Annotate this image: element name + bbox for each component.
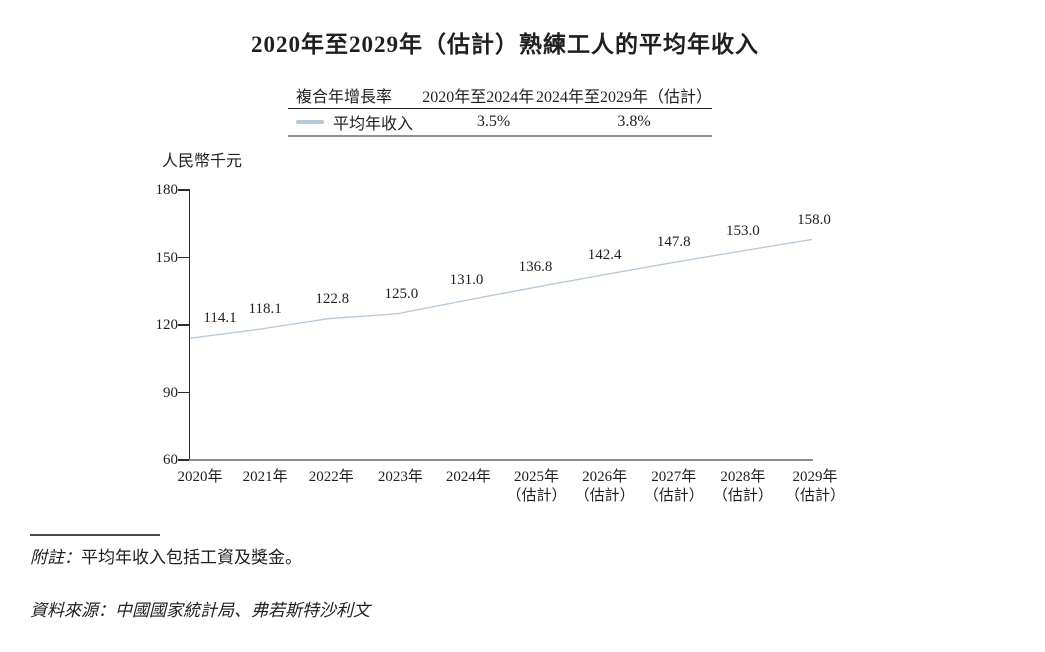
x-tick-label: 2029年 （估計）: [784, 469, 845, 504]
line-chart: [189, 238, 813, 339]
footnote: 附註：平均年收入包括工資及獎金。: [30, 543, 302, 568]
y-axis-unit-label: 人民幣千元: [162, 153, 243, 170]
footnote-prefix: 附註：: [30, 548, 81, 567]
data-point-label: 118.1: [248, 301, 282, 318]
y-tick-mark: [178, 324, 190, 326]
average-income-line: [189, 238, 813, 339]
data-point-label: 147.8: [656, 234, 691, 251]
x-tick-label: 2022年: [308, 469, 354, 485]
y-tick-mark: [178, 459, 190, 461]
data-point-label: 131.0: [449, 272, 484, 289]
x-tick-label: 2025年 （估計）: [506, 469, 567, 504]
chart-title: 2020年至2029年（估計）熟練工人的平均年收入: [251, 32, 759, 57]
cagr-table-header-row: 複合年增長率 2020年至2024年 2024年至2029年（估計）: [288, 81, 712, 109]
x-tick-label: 2027年 （估計）: [643, 469, 704, 504]
y-axis-line: [189, 190, 191, 460]
data-point-label: 125.0: [384, 285, 419, 302]
cagr-header-metric: 複合年增長率: [296, 88, 393, 106]
cagr-value-period2: 3.8%: [617, 113, 651, 130]
series-legend-label: 平均年收入: [333, 116, 414, 133]
cagr-table-series-row: 平均年收入 3.5% 3.8%: [288, 109, 712, 137]
series-legend-cell: 平均年收入: [288, 110, 431, 134]
y-tick-label: 120: [155, 317, 179, 333]
x-tick-label: 2024年: [445, 469, 491, 485]
data-point-label: 158.0: [797, 211, 831, 228]
cagr-value-period1: 3.5%: [476, 113, 511, 130]
y-tick-label: 90: [163, 384, 178, 401]
data-point-label: 153.0: [726, 222, 760, 239]
y-tick-label: 60: [163, 452, 178, 468]
data-point-label: 114.1: [203, 310, 237, 327]
y-tick-mark: [178, 391, 190, 394]
footnote-divider: [30, 534, 160, 536]
cagr-legend-table: 複合年增長率 2020年至2024年 2024年至2029年（估計） 平均年收入…: [288, 81, 712, 137]
footnote-text: 平均年收入包括工資及獎金。: [81, 548, 302, 567]
cagr-header-period1: 2020年至2024年: [422, 88, 535, 106]
y-tick-mark: [178, 256, 190, 259]
source-line: 資料來源：中國國家統計局、弗若斯特沙利文: [30, 601, 370, 620]
x-tick-label: 2028年 （估計）: [712, 469, 773, 504]
x-tick-label: 2023年: [377, 469, 423, 485]
y-tick-label: 150: [155, 249, 179, 266]
cagr-header-period2: 2024年至2029年（估計）: [535, 88, 712, 106]
data-point-label: 122.8: [315, 290, 350, 307]
x-axis-line: [189, 458, 813, 461]
x-tick-label: 2021年: [242, 469, 288, 485]
y-tick-label: 180: [155, 182, 179, 198]
x-tick-label: 2020年: [177, 469, 223, 485]
x-tick-label: 2026年 （估計）: [574, 469, 635, 504]
data-point-label: 142.4: [587, 246, 622, 263]
data-point-label: 136.8: [518, 259, 553, 276]
series-line-swatch: [296, 120, 324, 124]
y-tick-mark: [178, 189, 190, 191]
